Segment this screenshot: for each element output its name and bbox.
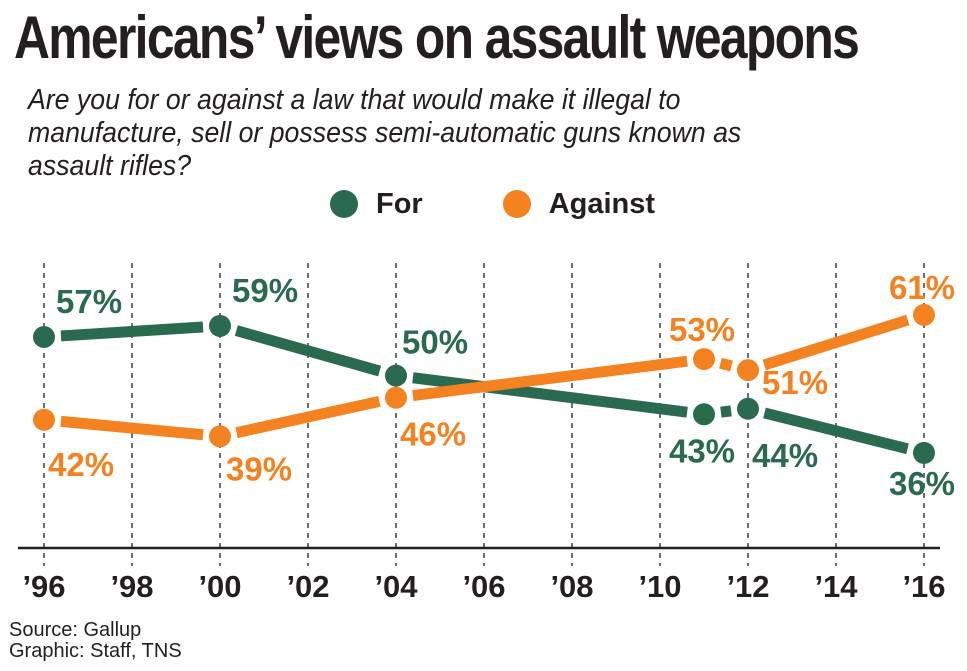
legend-item-against: Against <box>502 187 656 221</box>
data-point-against <box>209 425 231 448</box>
line-segment-against <box>235 395 381 439</box>
data-label-against: 51% <box>762 364 828 401</box>
line-segment-for <box>412 372 688 418</box>
chart-subtitle: Are you for or against a law that would … <box>28 84 742 182</box>
line-segment-for <box>234 325 382 377</box>
chart-title: Americans’ views on assault weapons <box>14 4 860 71</box>
x-tick-label: ’02 <box>286 569 329 604</box>
source-credit: Source: Gallup <box>9 619 142 641</box>
data-point-against <box>33 408 55 431</box>
line-segment-against <box>412 355 688 402</box>
graphic-credit: Graphic: Staff, TNS <box>9 640 182 662</box>
x-axis-ticks: ’96 ’98 ’00 ’02 ’04 ’06 ’08 ’10 ’12 ’14 ’16 <box>22 569 945 604</box>
data-label-against: 53% <box>669 311 735 348</box>
x-tick-label: ’98 <box>110 569 153 604</box>
x-tick-label: ’00 <box>198 569 241 604</box>
data-point-against <box>693 348 715 371</box>
x-tick-label: ’10 <box>638 569 681 604</box>
data-label-for: 50% <box>402 324 468 361</box>
series-lines <box>60 314 910 455</box>
data-labels: 57% 59% 50% 43% 44% 36% 42% 39% 46% 53% 51% 61% <box>48 269 955 502</box>
line-segment-for <box>720 405 732 418</box>
data-point-for <box>737 397 759 420</box>
data-label-for: 59% <box>232 272 298 309</box>
data-label-for: 36% <box>889 465 955 502</box>
data-label-for: 44% <box>752 437 818 474</box>
x-tick-label: ’12 <box>726 569 769 604</box>
legend-swatch-for <box>330 190 358 218</box>
legend-label-against: Against <box>548 187 656 220</box>
line-segment-against <box>719 357 733 372</box>
data-point-for <box>693 403 715 426</box>
data-label-for: 57% <box>56 283 122 320</box>
data-point-for <box>33 326 55 348</box>
legend-label-for: For <box>376 187 423 220</box>
line-segment-against <box>762 314 910 371</box>
data-point-against <box>913 303 935 326</box>
data-point-against <box>385 386 407 409</box>
x-tick-label: ’04 <box>374 569 418 604</box>
legend-swatch-against <box>502 190 531 218</box>
x-tick-label: ’08 <box>550 569 593 604</box>
footer: Source: Gallup Graphic: Staff, TNS <box>9 620 182 662</box>
line-segment-against <box>60 415 204 441</box>
x-tick-label: ’96 <box>22 569 65 604</box>
data-label-against: 39% <box>226 450 292 487</box>
x-tick-label: ’14 <box>814 569 858 604</box>
line-segment-for <box>60 321 204 342</box>
legend: For Against <box>330 186 735 222</box>
legend-item-for: For <box>330 188 423 221</box>
data-point-for <box>913 441 935 464</box>
data-label-against: 42% <box>48 446 114 483</box>
data-point-for <box>209 314 231 337</box>
data-label-for: 43% <box>669 432 735 469</box>
data-point-for <box>385 364 407 387</box>
line-segment-for <box>763 407 909 455</box>
data-point-against <box>737 359 759 382</box>
data-label-against: 46% <box>400 416 466 453</box>
x-tick-label: ’16 <box>902 569 945 604</box>
data-label-against: 61% <box>889 269 955 306</box>
series-points <box>33 303 935 464</box>
x-tick-label: ’06 <box>462 569 505 604</box>
